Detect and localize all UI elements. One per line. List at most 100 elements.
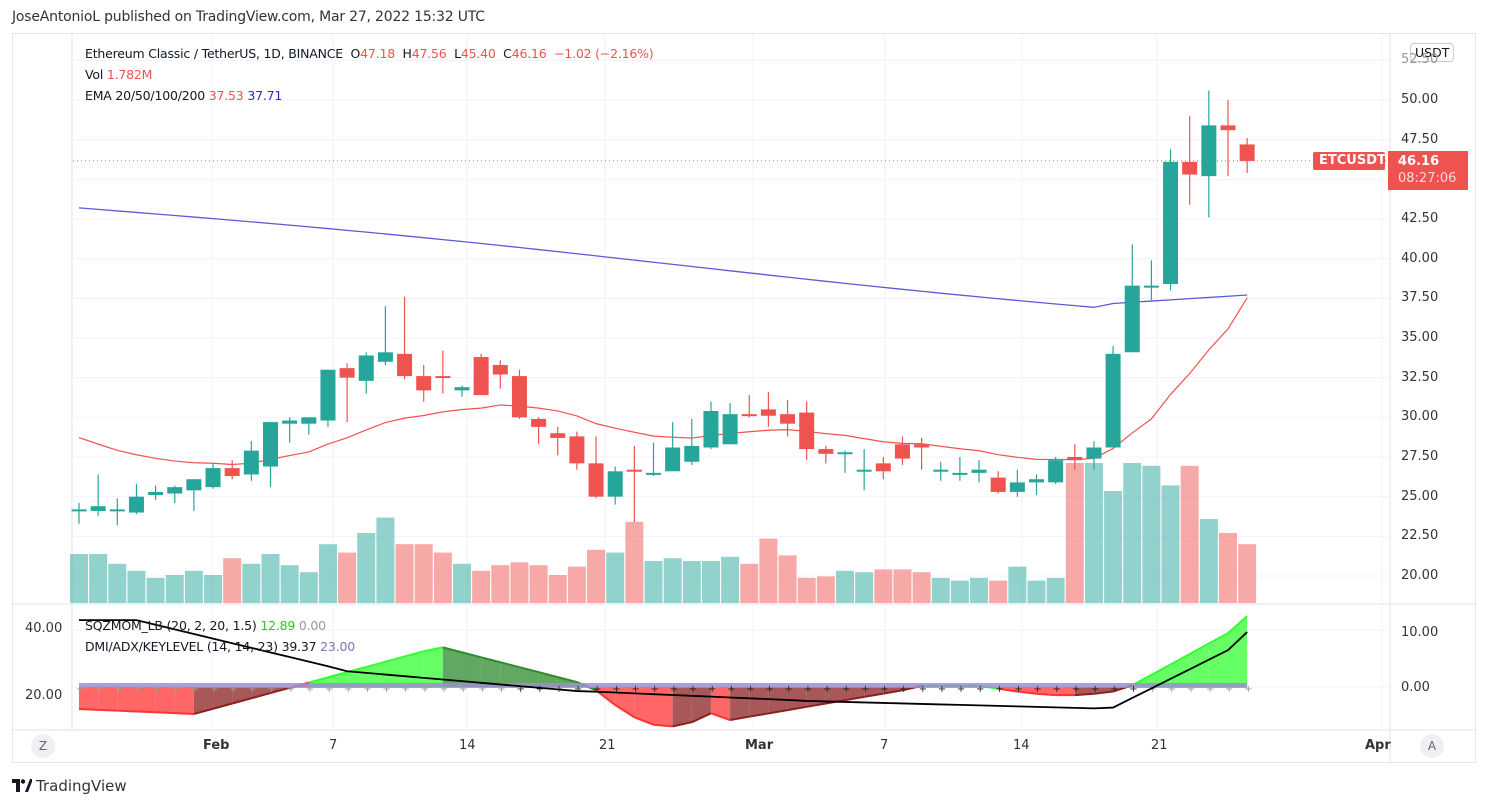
squeeze-dot: +: [382, 684, 390, 695]
squeeze-dot: +: [1148, 684, 1156, 695]
ema20-value: 37.53: [208, 88, 244, 103]
squeeze-dot: +: [229, 684, 237, 695]
indicator-left-tick: 40.00: [25, 621, 63, 636]
volume-bar: [338, 552, 357, 603]
squeeze-dot: +: [785, 684, 793, 695]
momentum-edge: [270, 686, 290, 695]
momentum-edge: [423, 646, 444, 653]
volume-legend[interactable]: Vol 1.782M: [85, 67, 153, 82]
momentum-area: [653, 687, 673, 727]
momentum-area: [710, 687, 731, 720]
volume-bar: [1027, 580, 1046, 603]
candle-body: [856, 469, 872, 472]
squeeze-dot: +: [708, 684, 716, 695]
volume-bar: [893, 569, 912, 603]
squeeze-dot: +: [689, 684, 697, 695]
zoom-reset-button[interactable]: Z: [31, 734, 55, 758]
momentum-area: [213, 687, 233, 709]
momentum-edge: [614, 704, 635, 719]
volume-bar: [567, 566, 586, 603]
volume-bar: [357, 533, 376, 603]
squeeze-dot: +: [574, 684, 582, 695]
candle-body: [760, 409, 776, 416]
momentum-edge: [308, 676, 329, 684]
momentum-area: [1036, 687, 1056, 696]
squeeze-dot: +: [344, 684, 352, 695]
price-tick: 35.00: [1401, 330, 1439, 345]
symbol-title[interactable]: Ethereum Classic / TetherUS, 1D, BINANCE: [85, 46, 343, 61]
volume-bar: [1104, 491, 1123, 603]
squeeze-dot: +: [248, 684, 256, 695]
price-tick: 52.50: [1401, 52, 1439, 68]
momentum-edge: [480, 656, 501, 664]
squeeze-dot: +: [1072, 684, 1080, 695]
sqzmom-legend[interactable]: SQZMOM_LB (20, 2, 20, 1.5) 12.89 0.00: [85, 618, 326, 633]
volume-bar: [204, 575, 223, 603]
candle-body: [665, 447, 681, 472]
squeeze-dot: +: [1129, 684, 1137, 695]
candle-body: [990, 477, 1006, 492]
momentum-edge: [863, 692, 884, 698]
momentum-edge: [78, 708, 99, 711]
dmi-legend[interactable]: DMI/ADX/KEYLEVEL (14, 14, 23) 39.37 23.0…: [85, 639, 355, 654]
volume-bar: [223, 558, 242, 603]
momentum-edge: [385, 655, 405, 663]
squeeze-dot: +: [478, 684, 486, 695]
momentum-area: [1208, 633, 1228, 687]
time-tick: 7: [329, 738, 338, 753]
auto-scale-button[interactable]: A: [1420, 734, 1444, 758]
momentum-edge: [998, 687, 1018, 693]
volume-value: 1.782M: [106, 67, 153, 82]
adx-value: 39.37: [281, 639, 317, 654]
momentum-area: [864, 687, 884, 697]
momentum-edge: [136, 710, 156, 714]
momentum-edge: [1208, 632, 1229, 645]
squeeze-dot: +: [95, 684, 103, 695]
volume-bar: [127, 570, 146, 603]
momentum-area: [79, 687, 99, 710]
time-tick: Mar: [745, 738, 774, 753]
squeeze-dot: +: [210, 684, 218, 695]
squeeze-dot: +: [306, 684, 314, 695]
last-price-label: 46.16 08:27:06: [1388, 151, 1468, 190]
squeeze-dot: +: [76, 684, 84, 695]
momentum-edge: [749, 712, 769, 718]
volume-bar: [318, 544, 337, 603]
chart-frame: [12, 33, 1476, 763]
volume-bar: [433, 552, 452, 603]
momentum-edge: [231, 697, 252, 705]
momentum-edge: [538, 671, 559, 679]
momentum-area: [462, 652, 482, 687]
currency-button[interactable]: USDT: [1410, 43, 1455, 62]
squeeze-dot: +: [114, 684, 122, 695]
momentum-edge: [174, 712, 194, 715]
footer-brand[interactable]: TradingView: [12, 777, 127, 795]
momentum-area: [385, 656, 405, 687]
momentum-area: [1055, 687, 1075, 696]
volume-bar: [682, 561, 701, 603]
momentum-area: [672, 687, 692, 727]
squeeze-dot: +: [325, 684, 333, 695]
time-tick: Feb: [203, 738, 230, 753]
squeeze-dot: +: [516, 684, 524, 695]
squeeze-dot: +: [612, 684, 620, 695]
momentum-area: [1074, 687, 1094, 696]
time-tick: 7: [880, 738, 889, 753]
squeeze-dot: +: [363, 684, 371, 695]
candle-body: [1048, 460, 1064, 483]
momentum-edge: [117, 709, 137, 713]
squeeze-dot: +: [133, 684, 141, 695]
momentum-edge: [729, 715, 750, 721]
squeeze-dot: +: [440, 684, 448, 695]
squeeze-dot: +: [1225, 684, 1233, 695]
squeeze-dot: +: [536, 684, 544, 695]
candle-body: [186, 479, 202, 491]
candle-body: [952, 472, 968, 475]
squeeze-dot: +: [1091, 684, 1099, 695]
momentum-edge: [768, 709, 788, 715]
volume-bar: [1219, 533, 1237, 603]
volume-bar: [242, 563, 261, 603]
volume-bar: [414, 544, 433, 603]
ema-legend[interactable]: EMA 20/50/100/200 37.53 37.71: [85, 88, 283, 103]
